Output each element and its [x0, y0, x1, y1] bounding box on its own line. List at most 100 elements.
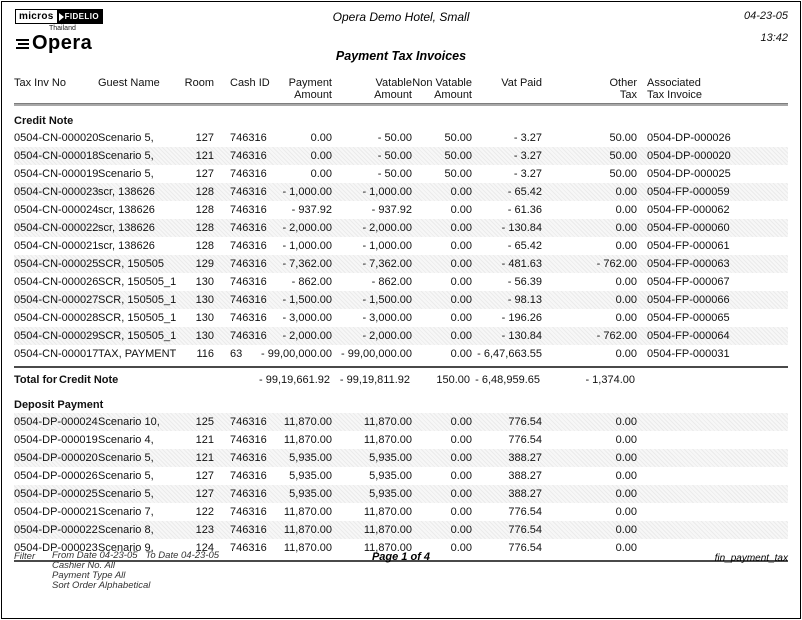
table-row: 0504-CN-000029 SCR, 150505_1 130 746316 - 2,…: [14, 327, 788, 345]
cell-other-tax: 50.00: [609, 168, 637, 180]
cell-other-tax: 0.00: [615, 488, 637, 500]
cell-vat-paid: 388.27: [508, 488, 542, 500]
cell-room: 116: [196, 348, 214, 360]
report-time: 13:42: [760, 32, 788, 44]
filter-line: Payment Type All: [52, 570, 126, 581]
cell-vatable-amount: 11,870.00: [363, 506, 412, 518]
cell-other-tax: 0.00: [615, 506, 637, 518]
cell-vatable-amount: - 50.00: [377, 150, 412, 162]
cell-room: 130: [195, 294, 214, 306]
cell-non-vatable-amount: 0.00: [450, 294, 472, 306]
cell-associated-tax-invoice: [637, 467, 790, 485]
cell-vat-paid: 388.27: [508, 452, 542, 464]
cell-vatable-amount: - 7,362.00: [362, 258, 412, 270]
section-header: Credit Note: [14, 115, 74, 127]
cell-vat-paid: - 56.39: [507, 276, 542, 288]
cell-room: 130: [195, 276, 214, 288]
cell-associated-tax-invoice: 0504-FP-000065: [647, 312, 730, 324]
cell-guest-name: Scenario 5,: [98, 168, 154, 180]
cell-vatable-amount: - 50.00: [377, 168, 412, 180]
cell-associated-tax-invoice: 0504-FP-000061: [647, 240, 730, 252]
cell-cash-id: 746316: [230, 524, 267, 536]
cell-guest-name: Scenario 5,: [98, 470, 154, 482]
cell-vat-paid: - 65.42: [507, 186, 542, 198]
report-date: 04-23-05: [743, 10, 788, 22]
cell-cash-id: 746316: [230, 258, 267, 270]
cell-other-tax: 0.00: [615, 470, 637, 482]
cell-associated-tax-invoice: 0504-FP-000066: [647, 294, 730, 306]
cell-vatable-amount: - 862.00: [371, 276, 412, 288]
cell-associated-tax-invoice: [637, 503, 790, 521]
cell-room: 122: [195, 506, 214, 518]
cell-cash-id: 746316: [230, 506, 267, 518]
cell-non-vatable-amount: 0.00: [450, 506, 472, 518]
cell-non-vatable-amount: 0.00: [450, 524, 472, 536]
total-vat-paid: - 6,48,959.65: [475, 374, 540, 386]
cell-room: 128: [195, 222, 214, 234]
cell-vatable-amount: - 1,000.00: [362, 186, 412, 198]
cell-non-vatable-amount: 0.00: [450, 330, 472, 342]
cell-guest-name: Scenario 5,: [98, 452, 154, 464]
cell-payment-amount: - 1,000.00: [282, 186, 332, 198]
cell-vat-paid: - 130.84: [501, 330, 542, 342]
cell-vat-paid: - 65.42: [507, 240, 542, 252]
cell-payment-amount: - 99,00,000.00: [261, 348, 332, 360]
table-row: 0504-DP-000020 Scenario 5, 121 746316 5,935.…: [14, 449, 788, 467]
table-row: 0504-DP-000023 Scenario 9, 124 746316 11,870…: [14, 539, 788, 557]
table-row: 0504-DP-000026 Scenario 5, 127 746316 5,935.…: [14, 467, 788, 485]
cell-other-tax: 0.00: [615, 186, 637, 198]
cell-vat-paid: 776.54: [508, 434, 542, 446]
cell-payment-amount: 5,935.00: [289, 470, 332, 482]
cell-associated-tax-invoice: [637, 431, 790, 449]
cell-non-vatable-amount: 0.00: [450, 204, 472, 216]
cell-vat-paid: 776.54: [508, 506, 542, 518]
cell-vatable-amount: - 1,000.00: [362, 240, 412, 252]
cell-non-vatable-amount: 0.00: [450, 276, 472, 288]
cell-cash-id: 746316: [230, 132, 267, 144]
cell-room: 128: [195, 204, 214, 216]
column-header-payment-amount: Payment Amount: [288, 77, 332, 101]
table-row: 0504-CN-000025 SCR, 150505 129 746316 - 7,36…: [14, 255, 788, 273]
cell-payment-amount: 5,935.00: [289, 488, 332, 500]
table-row: 0504-CN-000027 SCR, 150505_1 130 746316 - 1,…: [14, 291, 788, 309]
cell-guest-name: SCR, 150505_1: [98, 276, 177, 288]
table-row: 0504-CN-000024 scr, 138626 128 746316 - 937.…: [14, 201, 788, 219]
cell-payment-amount: - 7,362.00: [282, 258, 332, 270]
opera-logo-text: Opera: [32, 32, 93, 54]
cell-vat-paid: - 3.27: [513, 150, 542, 162]
cell-vat-paid: - 98.13: [507, 294, 542, 306]
cell-other-tax: 0.00: [615, 348, 637, 360]
cell-tax-inv-no: 0504-CN-000023: [14, 186, 99, 198]
cell-vatable-amount: - 937.92: [371, 204, 412, 216]
cell-associated-tax-invoice: [637, 521, 790, 539]
table-row: 0504-CN-000028 SCR, 150505_1 130 746316 - 3,…: [14, 309, 788, 327]
cell-associated-tax-invoice: 0504-DP-000026: [647, 132, 731, 144]
table-row: 0504-DP-000024 Scenario 10, 125 746316 11,87…: [14, 413, 788, 431]
cell-vat-paid: - 481.63: [501, 258, 542, 270]
cell-vatable-amount: - 99,00,000.00: [341, 348, 412, 360]
cell-room: 130: [195, 330, 214, 342]
column-header-vat-paid: Vat Paid: [501, 77, 542, 89]
cell-associated-tax-invoice: 0504-FP-000059: [647, 186, 730, 198]
cell-non-vatable-amount: 50.00: [444, 150, 472, 162]
cell-associated-tax-invoice: 0504-FP-000067: [647, 276, 730, 288]
cell-cash-id: 746316: [230, 434, 267, 446]
cell-room: 130: [195, 312, 214, 324]
cell-non-vatable-amount: 50.00: [444, 132, 472, 144]
report-header: micros FIDELIO Thailand Opera Opera Demo…: [2, 2, 800, 75]
fidelio-arrow-icon: [58, 12, 64, 21]
cell-other-tax: 0.00: [615, 542, 637, 554]
cell-tax-inv-no: 0504-CN-000022: [14, 222, 99, 234]
table-body: Credit Note 0504-CN-000020 Scenario 5, 127 7…: [14, 113, 788, 562]
cell-guest-name: scr, 138626: [98, 204, 155, 216]
cell-payment-amount: - 2,000.00: [282, 222, 332, 234]
cell-payment-amount: 11,870.00: [283, 416, 332, 428]
cell-payment-amount: - 2,000.00: [282, 330, 332, 342]
cell-tax-inv-no: 0504-CN-000026: [14, 276, 99, 288]
total-rule: [14, 366, 788, 368]
column-header-other-tax: Other Tax: [609, 77, 637, 101]
cell-vat-paid: 388.27: [508, 470, 542, 482]
cell-payment-amount: 0.00: [310, 132, 332, 144]
cell-other-tax: 0.00: [615, 434, 637, 446]
cell-room: 128: [195, 186, 214, 198]
